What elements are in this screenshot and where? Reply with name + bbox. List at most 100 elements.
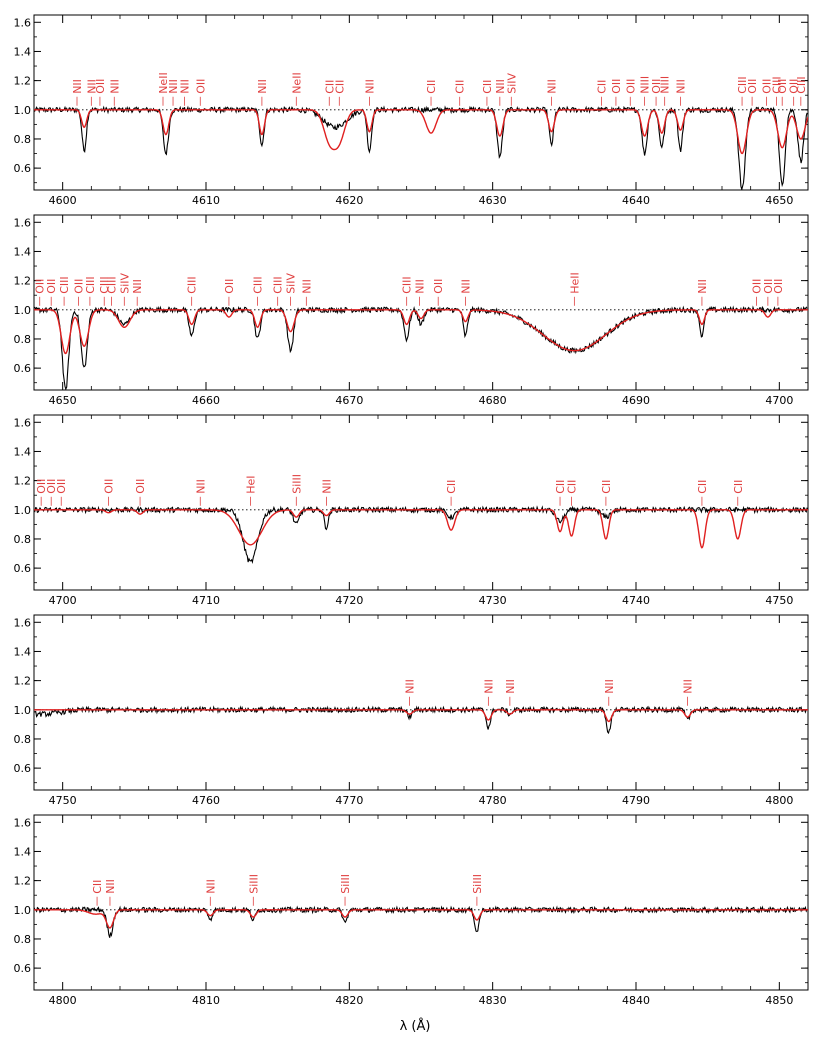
x-tick-label: 4710 xyxy=(192,594,220,607)
y-tick-label: 0.8 xyxy=(14,533,32,546)
line-id-label: CII xyxy=(425,80,438,94)
panel-frame xyxy=(33,814,809,991)
y-tick-label: 1.6 xyxy=(14,816,32,829)
x-tick-label: 4630 xyxy=(479,194,507,207)
x-tick-label: 4810 xyxy=(192,994,220,1007)
line-id-label: NII xyxy=(414,279,427,294)
x-tick-label: 4660 xyxy=(192,394,220,407)
y-tick-label: 0.8 xyxy=(14,933,32,946)
y-tick-label: 0.6 xyxy=(14,962,32,975)
x-tick-label: 4850 xyxy=(765,994,793,1007)
y-tick-label: 0.6 xyxy=(14,362,32,375)
x-axis-label: λ (Å) xyxy=(400,1018,431,1034)
y-tick-label: 1.0 xyxy=(14,104,32,117)
y-tick-label: 0.6 xyxy=(14,762,32,775)
line-id-label: NII xyxy=(545,79,558,94)
x-tick-label: 4780 xyxy=(479,794,507,807)
line-id-label: NII xyxy=(459,279,472,294)
x-tick-label: 4700 xyxy=(765,394,793,407)
model-spectrum-line xyxy=(34,909,808,929)
line-id-label: SiIII xyxy=(471,874,484,894)
panel-2: 0.6 0.8 1.0 1.2 1.4 1.6 4650 4660 4670 4680 4690 47… xyxy=(14,214,809,407)
line-id-label: OII xyxy=(223,279,236,294)
y-tick-label: 1.0 xyxy=(14,904,32,917)
line-id-label: OII xyxy=(45,279,58,294)
line-id-label: CIII xyxy=(795,76,808,93)
y-tick-label: 0.6 xyxy=(14,562,32,575)
line-id-label: CIII xyxy=(58,276,71,293)
panels-layer: 0.6 0.8 1.0 1.2 1.4 1.6 4600 4610 4620 4630 4640 46… xyxy=(14,14,809,1007)
x-tick-label: 4700 xyxy=(49,594,77,607)
line-id-label: CIII xyxy=(252,276,265,293)
line-id-label: NII xyxy=(404,679,417,694)
model-spectrum-line xyxy=(34,709,808,723)
line-id-label: OII xyxy=(34,279,47,294)
line-id-label: CII xyxy=(445,480,458,494)
model-spectrum-line xyxy=(34,309,808,355)
line-id-label: CIII xyxy=(401,276,414,293)
panel-3: 0.6 0.8 1.0 1.2 1.4 1.6 4700 4710 4720 4730 4740 47… xyxy=(14,414,809,607)
line-id-label: OII xyxy=(624,79,637,94)
line-id-label: NII xyxy=(504,679,517,694)
line-id-label: SiIV xyxy=(505,73,518,94)
line-id-label: OII xyxy=(610,79,623,94)
line-id-label: CII xyxy=(596,80,609,94)
line-id-label: CII xyxy=(333,80,346,94)
line-id-label: NII xyxy=(494,79,507,94)
line-id-label: HeII xyxy=(568,272,581,294)
line-id-label: CII xyxy=(600,480,613,494)
line-id-label: CIII xyxy=(84,276,97,293)
line-id-label: NII xyxy=(194,479,207,494)
x-tick-label: 4650 xyxy=(765,194,793,207)
y-tick-label: 0.6 xyxy=(14,162,32,175)
y-tick-label: 1.6 xyxy=(14,216,32,229)
model-spectrum-line xyxy=(34,109,808,155)
line-id-label: OII xyxy=(194,79,207,94)
x-tick-label: 4830 xyxy=(479,994,507,1007)
x-tick-label: 4800 xyxy=(765,794,793,807)
x-tick-label: 4770 xyxy=(335,794,363,807)
x-tick-label: 4670 xyxy=(335,394,363,407)
line-id-label: NII xyxy=(71,79,84,94)
line-id-label: CIII xyxy=(98,276,111,293)
line-id-label: OII xyxy=(103,479,116,494)
line-id-label: NII xyxy=(603,679,616,694)
line-id-label: NII xyxy=(167,79,180,94)
line-id-label: CIII xyxy=(186,276,199,293)
line-id-label: OII xyxy=(750,279,763,294)
x-tick-label: 4820 xyxy=(335,994,363,1007)
y-tick-label: 1.4 xyxy=(14,845,32,858)
observed-spectrum-line xyxy=(34,505,808,565)
line-id-label: SiIII xyxy=(247,874,260,894)
line-id-label: NII xyxy=(108,79,121,94)
line-id-label: OII xyxy=(650,79,663,94)
line-id-label: CII xyxy=(481,80,494,94)
panel-1: 0.6 0.8 1.0 1.2 1.4 1.6 4600 4610 4620 4630 4640 46… xyxy=(14,14,809,207)
observed-spectrum-line xyxy=(34,305,808,390)
line-id-label: CII xyxy=(323,80,336,94)
panel-frame xyxy=(33,14,809,191)
line-id-label: SiIV xyxy=(118,273,131,294)
y-tick-label: 1.4 xyxy=(14,245,32,258)
line-id-label: NII xyxy=(682,679,695,694)
line-id-label: OII xyxy=(134,479,147,494)
line-id-label: HeI xyxy=(244,475,257,493)
x-tick-label: 4750 xyxy=(765,594,793,607)
line-id-label: NII xyxy=(482,679,495,694)
y-tick-label: 0.8 xyxy=(14,333,32,346)
x-tick-label: 4600 xyxy=(49,194,77,207)
line-id-label: OII xyxy=(55,479,68,494)
line-id-label: NII xyxy=(696,279,709,294)
line-id-label: CII xyxy=(91,880,104,894)
model-spectrum-line xyxy=(34,509,808,549)
x-tick-label: 4760 xyxy=(192,794,220,807)
y-tick-label: 1.2 xyxy=(14,75,32,88)
x-tick-label: 4620 xyxy=(335,194,363,207)
x-tick-label: 4720 xyxy=(335,594,363,607)
y-tick-label: 1.4 xyxy=(14,645,32,658)
line-id-label: SiIII xyxy=(339,874,352,894)
x-tick-label: 4740 xyxy=(622,594,650,607)
line-id-label: SiIII xyxy=(290,474,303,494)
line-id-label: OII xyxy=(432,279,445,294)
